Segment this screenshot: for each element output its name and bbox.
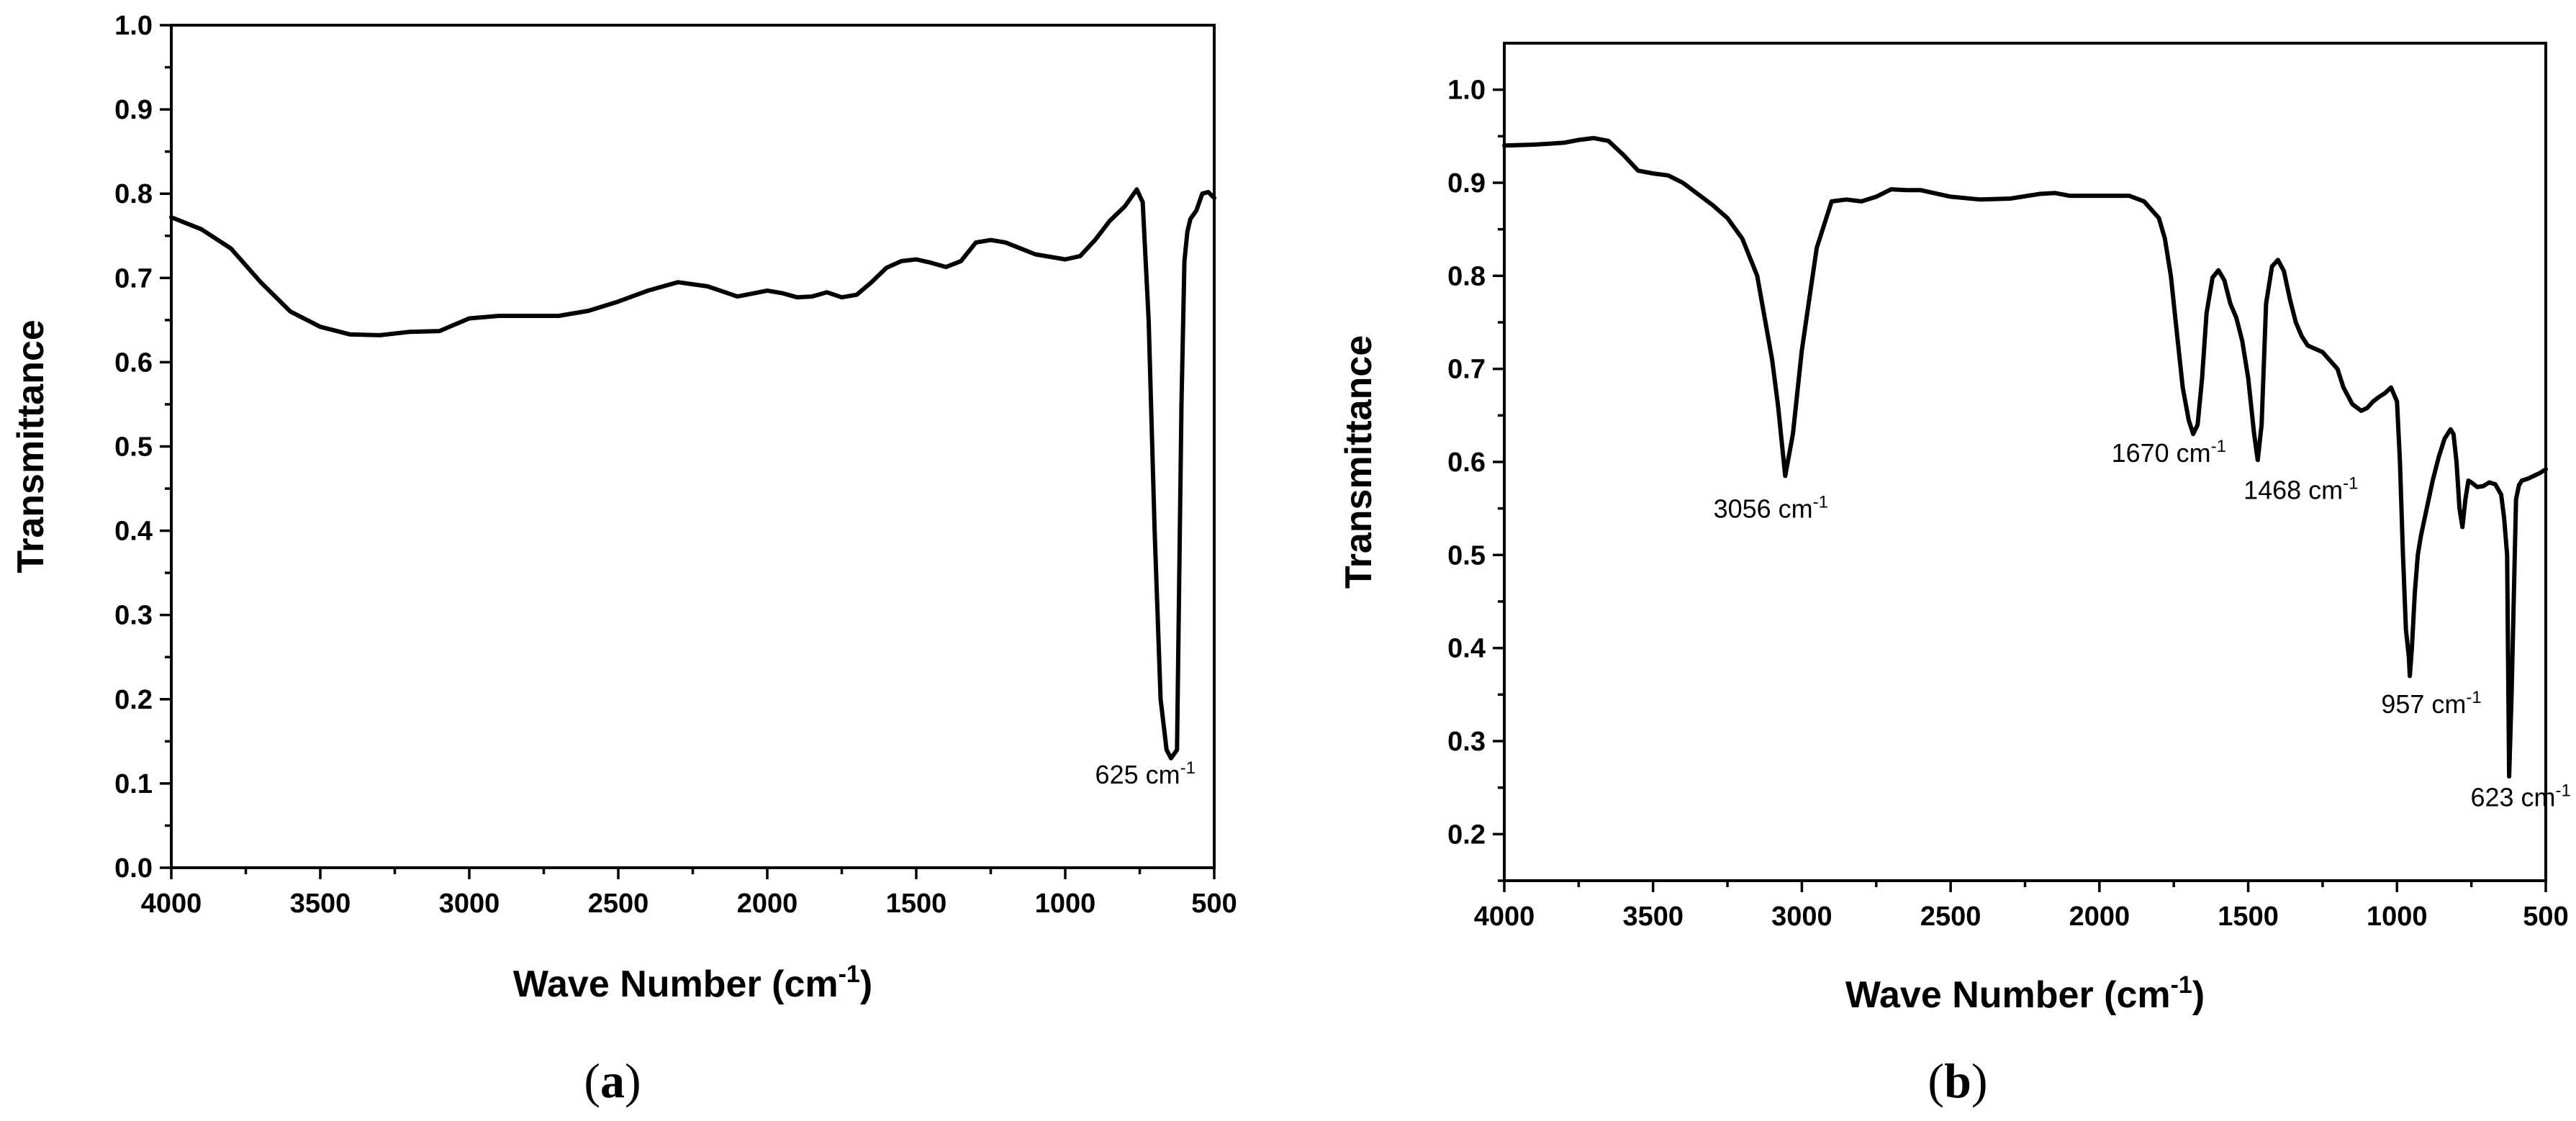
- y-axis-title: Transmittance: [1338, 335, 1380, 589]
- x-tick-label: 1500: [2218, 902, 2279, 932]
- y-tick-label: 0.2: [114, 685, 153, 715]
- x-axis-title: Wave Number (cm-1): [513, 961, 872, 1005]
- y-tick-label: 0.4: [114, 517, 153, 547]
- x-tick-label: 3000: [1771, 902, 1832, 932]
- y-tick-label: 0.3: [1447, 727, 1486, 757]
- y-tick-label: 0.1: [114, 769, 153, 799]
- y-tick-label: 1.0: [1447, 76, 1486, 106]
- y-tick-label: 0.4: [1447, 634, 1486, 664]
- peak-annotation: 3056 cm-1: [1714, 493, 1828, 524]
- plot-frame: [1503, 42, 2547, 882]
- chart-panel-a: 4000 3500 3000 2500 2000 1500 1000 500 0.0 0.1 0.2…: [10, 11, 1237, 1108]
- series-line: [169, 187, 1216, 761]
- plot-frame: [170, 24, 1216, 869]
- chart-panel-b: 4000 3500 3000 2500 2000 1500 1000 500 0.2 0.3 0.4…: [1338, 42, 2571, 1108]
- y-tick-label: 1.0: [114, 11, 153, 41]
- x-tick-label: 3500: [1622, 902, 1684, 932]
- panel-label: (b): [1928, 1053, 1987, 1108]
- x-tick-label: 1000: [1035, 889, 1096, 919]
- peak-annotation: 623 cm-1: [2470, 781, 2570, 812]
- y-tick-label: 0.2: [1447, 820, 1486, 850]
- x-tick-label: 2500: [1920, 902, 1981, 932]
- y-tick-label: 0.3: [114, 601, 153, 631]
- x-tick-label: 3500: [290, 889, 351, 919]
- y-tick-label: 0.6: [1447, 448, 1486, 478]
- x-tick-label: 4000: [1474, 902, 1535, 932]
- y-tick-label: 0.9: [114, 95, 153, 125]
- y-tick-label: 0.8: [114, 179, 153, 209]
- y-tick-label: 0.8: [1447, 261, 1486, 291]
- y-tick-label: 0.5: [114, 432, 153, 463]
- x-tick-label: 2000: [737, 889, 798, 919]
- x-tick-label: 3000: [439, 889, 500, 919]
- y-tick-label: 0.7: [114, 263, 153, 294]
- x-tick-label: 1500: [886, 889, 947, 919]
- x-tick-label: 500: [2523, 902, 2568, 932]
- x-tick-label: 2000: [2069, 902, 2130, 932]
- x-axis-title: Wave Number (cm-1): [1845, 971, 2205, 1016]
- x-tick-label: 500: [1191, 889, 1237, 919]
- y-tick-label: 0.7: [1447, 355, 1486, 385]
- y-tick-label: 0.6: [114, 348, 153, 378]
- y-tick-label: 0.0: [114, 853, 153, 884]
- series-line: [1502, 135, 2548, 779]
- y-axis-title: Transmittance: [10, 319, 52, 573]
- peak-annotation: 1468 cm-1: [2243, 474, 2358, 505]
- x-tick-label: 2500: [588, 889, 649, 919]
- peak-annotation: 1670 cm-1: [2112, 437, 2226, 468]
- y-tick-label: 0.9: [1447, 168, 1486, 199]
- panel-label: (a): [584, 1053, 641, 1108]
- peak-annotation: 625 cm-1: [1095, 758, 1196, 789]
- x-tick-label: 1000: [2367, 902, 2428, 932]
- y-tick-label: 0.5: [1447, 540, 1486, 571]
- peak-annotation: 957 cm-1: [2381, 688, 2481, 719]
- x-tick-label: 4000: [141, 889, 202, 919]
